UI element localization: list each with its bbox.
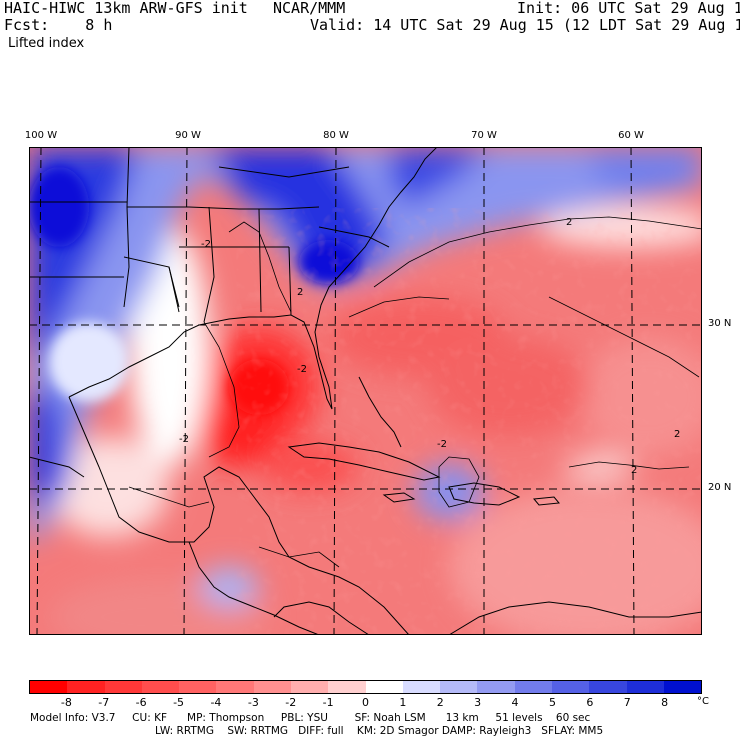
contours — [128, 216, 702, 568]
contour-label: 2 — [631, 465, 637, 476]
colorbar-tick-label: -5 — [173, 696, 185, 709]
contour-label: -2 — [437, 439, 447, 450]
lat-label-30n: 30 N — [708, 318, 732, 329]
colorbar-segment — [216, 681, 254, 693]
contour-label: -2 — [297, 364, 307, 375]
contour-label: -2 — [201, 239, 211, 250]
lon-label-80w: 80 W — [323, 130, 349, 141]
contour-label: 2 — [566, 217, 572, 228]
organization: NCAR/MMM — [273, 0, 346, 17]
latlon-grid — [29, 147, 702, 635]
field-name: Lifted index — [8, 36, 85, 51]
colorbar-segment — [253, 681, 291, 693]
lon-label-60w: 60 W — [618, 130, 644, 141]
colorbar-tick-label: 1 — [399, 696, 407, 709]
colorbar-segment — [290, 681, 329, 693]
colorbar-segment — [328, 681, 366, 693]
colorbar-tick-label: 0 — [362, 696, 369, 709]
colorbar-tick-label: -7 — [98, 696, 110, 709]
colorbar-segment — [626, 681, 664, 693]
contour-labels: 2 2 -2 -2 -2 2 2 -2 — [179, 217, 680, 476]
colorbar-tick-label: 2 — [436, 696, 444, 709]
lat-label-20n: 20 N — [708, 482, 732, 493]
contour-label: 2 — [674, 429, 680, 440]
colorbar-segment — [141, 681, 180, 693]
colorbar-tick-label: -3 — [247, 696, 259, 709]
colorbar-tick-label: -8 — [60, 696, 72, 709]
colorbar-tick-label: 6 — [586, 696, 594, 709]
colorbar-segment — [67, 681, 105, 693]
colorbar-segment — [663, 681, 702, 693]
colorbar-tick-label: 3 — [474, 696, 482, 709]
colorbar-segment — [365, 681, 403, 693]
model-title: HAIC-HIWC 13km ARW-GFS init — [4, 0, 248, 17]
colorbar-segment — [104, 681, 142, 693]
colorbar-tick-label: -1 — [322, 696, 334, 709]
model-info-line1: Model Info: V3.7 CU: KF MP: Thompson PBL… — [30, 712, 591, 724]
map-frame — [29, 147, 702, 635]
lon-label-100w: 100 W — [24, 130, 58, 141]
lon-label-70w: 70 W — [471, 130, 497, 141]
colorbar-tick-label: 7 — [623, 696, 631, 709]
forecast-hour: Fcst: 8 h — [4, 16, 113, 34]
colorbar-segment — [551, 681, 590, 693]
contour-label: -2 — [179, 434, 189, 445]
colorbar-segment — [179, 681, 217, 693]
contour-label: 2 — [297, 287, 303, 298]
lon-label-90w: 90 W — [175, 130, 201, 141]
colorbar-tick-label: 8 — [661, 696, 669, 709]
colorbar-tick-label: -2 — [285, 696, 297, 709]
lifted-index-map: 2 2 -2 -2 -2 2 2 -2 — [29, 147, 702, 635]
init-time: Init: 06 UTC Sat 29 Aug 15 — [517, 0, 740, 17]
colorbar-tick-label: -6 — [135, 696, 147, 709]
model-info-line2: LW: RRTMG SW: RRTMG DIFF: full KM: 2D Sm… — [155, 725, 604, 737]
colorbar-segment — [440, 681, 478, 693]
colorbar-tick-label: 5 — [548, 696, 556, 709]
colorbar-tick-label: 4 — [511, 696, 519, 709]
colorbar-segment — [30, 681, 68, 693]
colorbar-tick-label: -4 — [210, 696, 222, 709]
colorbar-segment — [589, 681, 627, 693]
colorbar-segment — [402, 681, 441, 693]
colorbar-unit: °C — [697, 696, 709, 707]
colorbar-segment — [514, 681, 552, 693]
valid-time: Valid: 14 UTC Sat 29 Aug 15 (12 LDT Sat … — [310, 16, 740, 34]
field-texture — [279, 247, 702, 635]
colorbar-segment — [477, 681, 515, 693]
colorbar — [29, 680, 702, 694]
